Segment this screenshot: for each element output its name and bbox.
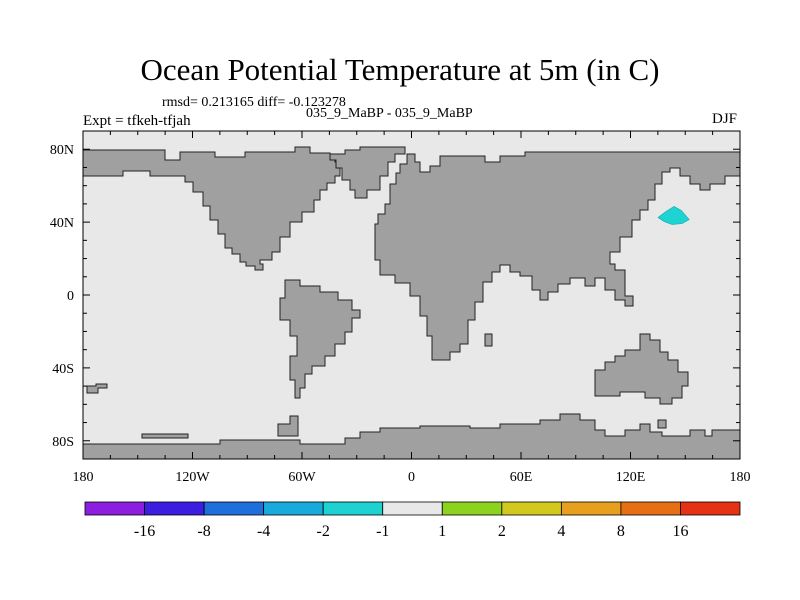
x-tick-label: 60W [288, 470, 316, 485]
experiment-label: Expt = tfkeh-tfjah [83, 113, 191, 129]
x-tick-label: 60E [510, 470, 533, 485]
x-tick-label: 120W [175, 470, 210, 485]
x-axis: 180 120W 60W 0 60E 120E 180 [73, 131, 751, 485]
colorbar-swatch [203, 501, 265, 516]
land-greenland [329, 146, 406, 199]
x-tick-label: 0 [408, 470, 415, 485]
colorbar-swatch [144, 501, 205, 516]
anomaly-patch [657, 206, 690, 225]
map-title: Ocean Potential Temperature at 5m (in C) [140, 52, 660, 87]
y-axis: 80N 40N 0 40S 80S [50, 143, 740, 450]
y-tick-label: 80S [52, 435, 74, 450]
land-ross-shelf [141, 433, 189, 439]
y-tick-label: 80N [50, 143, 74, 158]
colorbar-swatch [382, 501, 443, 516]
season-label: DJF [712, 111, 738, 127]
colorbar-swatch [441, 501, 503, 516]
land-masses [82, 146, 741, 460]
colorbar-swatch [560, 501, 622, 516]
colorbar-swatch [322, 501, 384, 516]
land-eurasia-africa [374, 151, 741, 361]
map-area [82, 130, 741, 460]
colorbar-label: -8 [197, 523, 210, 540]
land-south-america [279, 279, 361, 399]
colorbar-label: -1 [376, 523, 389, 540]
colorbar-label: 16 [672, 523, 688, 540]
land-north-america [82, 146, 346, 271]
case-subtitle: 035_9_MaBP - 035_9_MaBP [306, 106, 473, 121]
x-tick-label: 180 [730, 470, 751, 485]
colorbar-swatch [680, 501, 741, 516]
colorbar-swatch [620, 501, 681, 516]
y-tick-label: 40N [50, 216, 74, 231]
colorbar-label: 2 [498, 523, 506, 540]
colorbar-swatch [263, 501, 324, 516]
colorbar-swatch [501, 501, 562, 516]
colorbar: -16 -8 -4 -2 -1 1 2 4 8 16 [84, 501, 741, 540]
x-tick-label: 180 [73, 470, 94, 485]
colorbar-label: 8 [617, 523, 625, 540]
x-tick-label: 120E [616, 470, 646, 485]
colorbar-swatch [84, 501, 145, 516]
land-tasmania-region [657, 419, 667, 429]
colorbar-label: -4 [257, 523, 270, 540]
land-australia [594, 333, 689, 405]
land-antarctica [82, 413, 741, 460]
colorbar-label: 4 [557, 523, 565, 540]
land-india-isle [484, 333, 493, 347]
colorbar-label: -2 [317, 523, 330, 540]
colorbar-label: -16 [134, 523, 155, 540]
y-tick-label: 0 [67, 289, 74, 304]
land-new-zealand [86, 383, 108, 394]
land-south-pacific-isle [277, 415, 299, 437]
y-tick-label: 40S [52, 362, 74, 377]
stats-line: rmsd= 0.213165 diff= -0.123278 [162, 95, 346, 110]
colorbar-label: 1 [438, 523, 446, 540]
